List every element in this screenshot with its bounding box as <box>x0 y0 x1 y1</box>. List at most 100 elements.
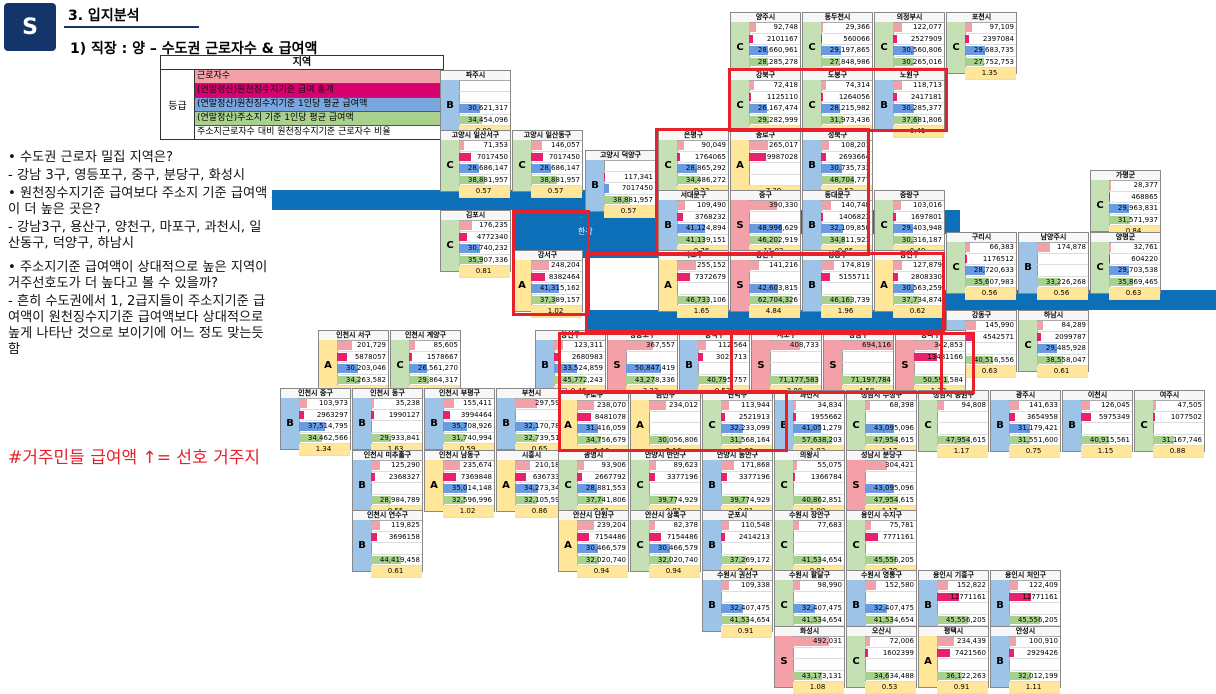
district-value <box>793 648 844 660</box>
district-grade: C <box>513 140 532 191</box>
district-value: 7421560 <box>937 648 988 660</box>
district-value: 3994464 <box>443 410 494 422</box>
district-value: 234,439 <box>937 636 988 648</box>
district-grade: C <box>775 460 794 511</box>
value-bar <box>459 153 471 162</box>
value-bar <box>1037 333 1041 342</box>
legend-item-avg-pay-work: (연말정산)원천징수지기준 1인당 평균 급여액 <box>195 98 443 112</box>
district-ratio: 0.63 <box>965 366 1016 378</box>
district-grade: C <box>1091 180 1110 231</box>
district-value: 97,109 <box>965 22 1016 34</box>
district-value <box>459 80 510 92</box>
district-value: 146,057 <box>531 140 582 152</box>
value-bar <box>821 273 830 282</box>
district-grade: B <box>586 160 605 211</box>
value-bar <box>649 521 655 530</box>
district-value <box>793 532 844 544</box>
district-value: 43,095,096 <box>865 423 916 435</box>
district-grade: C <box>659 140 678 191</box>
district-value: 1955662 <box>793 412 844 424</box>
legend-title: 지역 <box>161 56 443 70</box>
legend-item-workers: 근로자수 <box>195 70 443 84</box>
district-value: 39,774,929 <box>649 495 700 507</box>
district-value: 40,795,757 <box>698 375 749 387</box>
value-bar <box>577 473 582 482</box>
district-value: 30,265,016 <box>893 57 944 69</box>
district-value: 7017450 <box>531 152 582 164</box>
district-value: 7771161 <box>865 532 916 544</box>
value-bar <box>793 401 796 410</box>
district-grade: C <box>847 636 866 687</box>
value-bar <box>865 533 878 542</box>
district-value: 66,383 <box>965 242 1016 254</box>
district-value: 1578667 <box>409 352 460 364</box>
district-value: 90,049 <box>677 140 728 152</box>
district-value: 37,514,795 <box>299 421 350 433</box>
district-grade: C <box>919 400 938 451</box>
district-ratio: 0.91 <box>721 626 772 638</box>
district-ratio: 1.02 <box>443 506 494 518</box>
district-value: 694,116 <box>842 340 893 352</box>
district-grade: A <box>875 260 894 311</box>
value-bar <box>965 35 969 44</box>
district-ratio: 0.56 <box>1037 288 1088 300</box>
district-value: 4542571 <box>965 332 1016 344</box>
district-value: 38,558,047 <box>1037 355 1088 367</box>
value-bar <box>821 141 829 150</box>
district-value <box>793 483 844 495</box>
district-value <box>937 603 988 615</box>
value-bar <box>893 213 896 222</box>
district-value: 31,551,600 <box>1009 435 1060 447</box>
value-bar <box>371 521 380 530</box>
value-bar <box>749 81 754 90</box>
district-value: 32,233,099 <box>721 423 772 435</box>
district-value: 3377196 <box>649 472 700 484</box>
value-bar <box>649 533 661 542</box>
district-value: 5975349 <box>1081 412 1132 424</box>
district-value: 40,862,851 <box>793 495 844 507</box>
district-value: 2680983 <box>554 352 605 364</box>
district-value: 44,419,458 <box>371 555 422 567</box>
district-grade: B <box>775 400 794 451</box>
value-bar <box>893 35 897 44</box>
district-value: 3025713 <box>698 352 749 364</box>
district-value: 12771161 <box>1009 592 1060 604</box>
district-value: 39,774,929 <box>721 495 772 507</box>
district-value: 239,204 <box>577 520 628 532</box>
value-bar <box>577 461 584 470</box>
district-value: 45,556,205 <box>937 615 988 627</box>
district-value: 89,623 <box>649 460 700 472</box>
value-bar <box>793 581 800 590</box>
district-value: 41,534,654 <box>793 555 844 567</box>
district-value: 145,990 <box>965 320 1016 332</box>
district-value: 46,733,106 <box>677 295 728 307</box>
district-value: 28,984,789 <box>371 495 422 507</box>
district-value: 28,720,633 <box>965 265 1016 277</box>
district-value: 2368327 <box>371 472 422 484</box>
district-value: 40,915,561 <box>1081 435 1132 447</box>
district-value: 1990127 <box>371 410 422 422</box>
district-grade: B <box>991 400 1010 451</box>
district-value: 7154486 <box>649 532 700 544</box>
district-value: 7017450 <box>604 183 655 195</box>
district-cell: 광명시C93,906266779228,881,55337,741,8060.6… <box>558 450 629 512</box>
district-grade: A <box>731 140 750 191</box>
district-value: 45,772,243 <box>554 375 605 387</box>
value-bar <box>721 533 725 542</box>
district-value <box>821 283 872 295</box>
district-value: 255,152 <box>677 260 728 272</box>
district-value: 9987028 <box>749 152 800 164</box>
district-grade: C <box>847 400 866 451</box>
district-ratio: 0.61 <box>371 566 422 578</box>
district-value: 50,591,584 <box>914 375 965 387</box>
district-ratio: 0.94 <box>649 566 700 578</box>
legend-item-total-pay: (연말정산)원천징수지기준 급여 총계 <box>195 84 443 98</box>
district-ratio: 0.57 <box>604 206 655 218</box>
district-value: 30,735,733 <box>821 163 872 175</box>
value-bar <box>531 261 549 270</box>
value-bar <box>677 261 696 270</box>
